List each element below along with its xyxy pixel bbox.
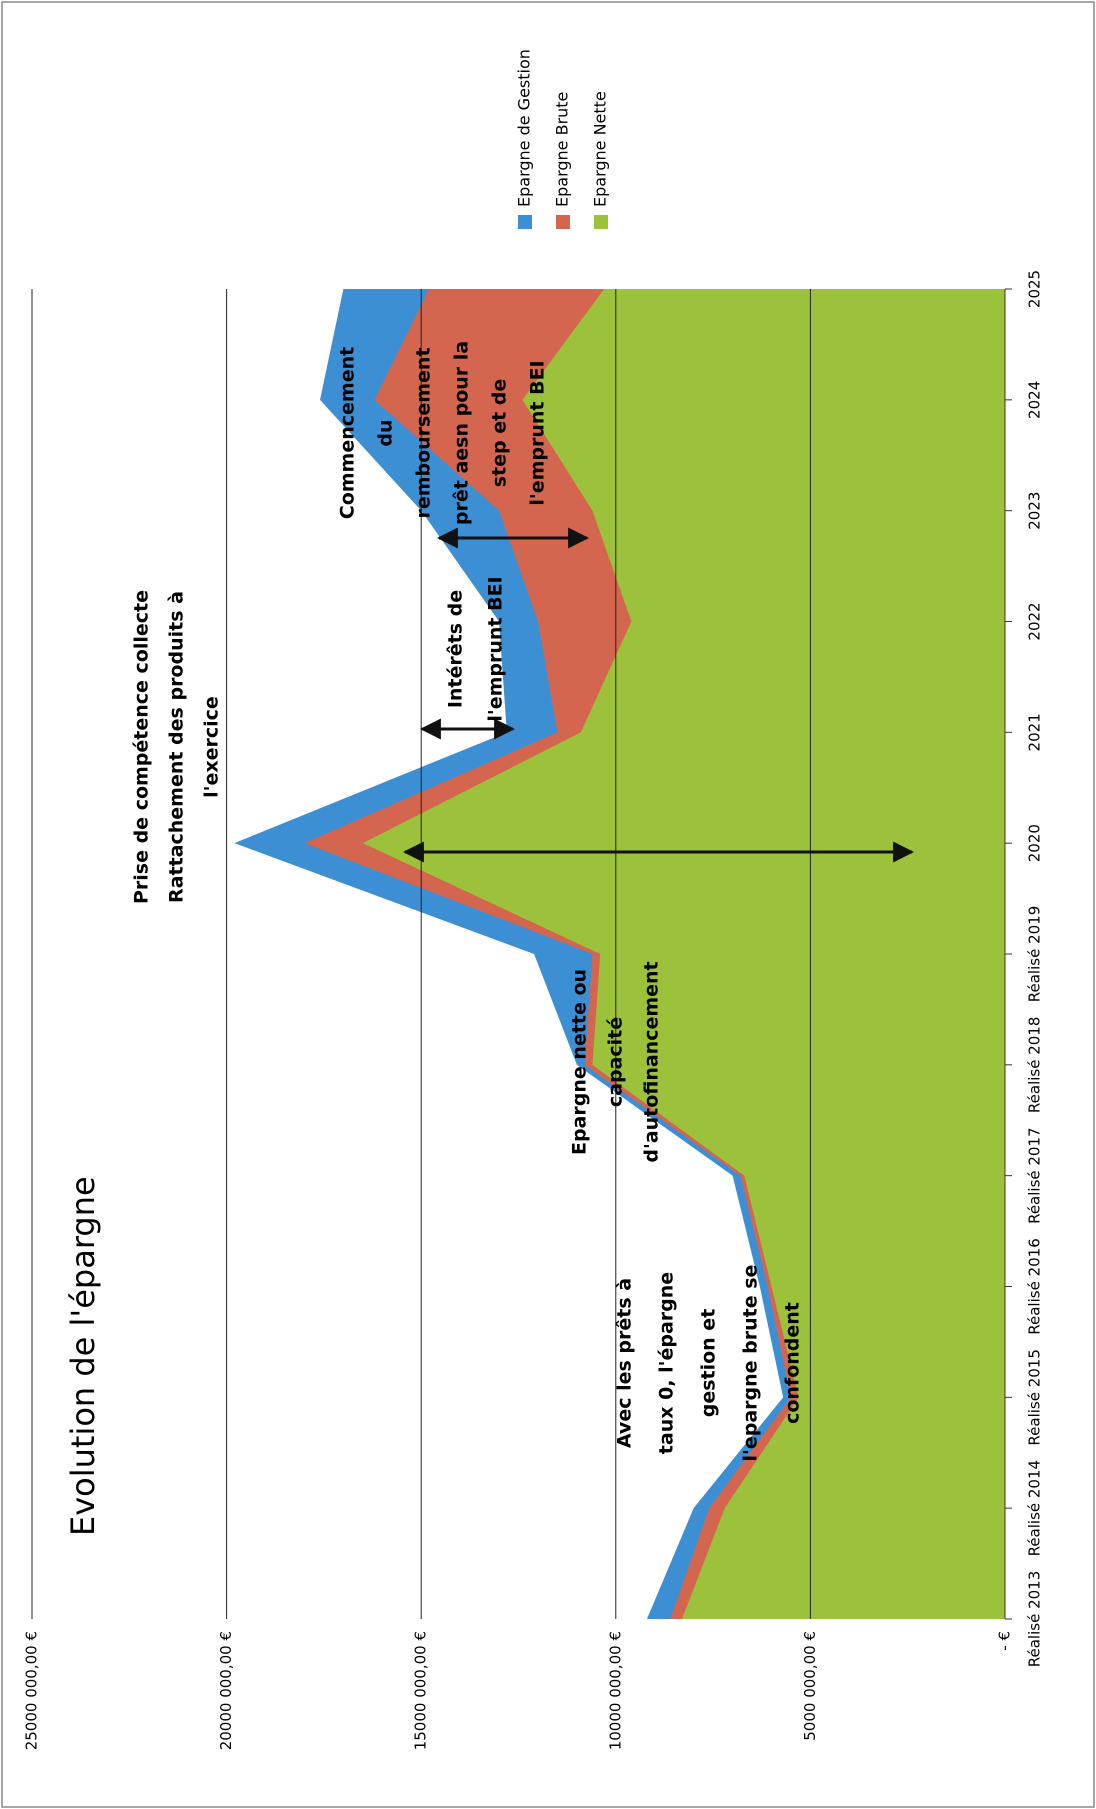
- x-tick-label: 2022: [1026, 602, 1044, 640]
- area: [362, 289, 1005, 1619]
- annotation: Commencement: [337, 347, 359, 519]
- rotated-chart: Evolution de l'épargne - € 5000 000,00 € 1…: [23, 49, 1044, 1750]
- annotation: capacité: [605, 1017, 627, 1107]
- y-tick-label: 25000 000,00 €: [23, 1631, 41, 1750]
- annotation: confondent: [782, 1302, 804, 1424]
- x-tick-label: 2021: [1026, 713, 1044, 751]
- legend-label: Epargne de Gestion: [515, 49, 534, 207]
- x-tick-label: 2025: [1026, 270, 1044, 308]
- y-tick-label: 15000 000,00 €: [412, 1631, 430, 1750]
- annotation: Rattachement des produits à: [166, 591, 188, 903]
- annotation: l'epargne brute se: [740, 1265, 762, 1462]
- x-tick-label: Réalisé 2017: [1026, 1127, 1044, 1224]
- annotation: l'exercice: [201, 696, 223, 798]
- legend-swatch: [594, 215, 608, 229]
- x-tick-label: 2023: [1026, 492, 1044, 530]
- x-tick-label: Réalisé 2018: [1026, 1017, 1044, 1113]
- y-tick-label: 5000 000,00 €: [801, 1631, 819, 1741]
- annotation: Prise de compétence collecte: [131, 590, 153, 904]
- legend-label: Epargne Brute: [553, 92, 572, 207]
- annotation: taux 0, l'épargne: [656, 1272, 678, 1454]
- annotation: Epargne nette ou: [569, 969, 591, 1155]
- y-tick-label: - €: [996, 1631, 1014, 1651]
- x-tick-label: Réalisé 2019: [1026, 906, 1044, 1003]
- annotation: d'autofinancement: [641, 961, 663, 1162]
- annotation: l'emprunt BEI: [527, 360, 549, 505]
- legend-swatch: [556, 215, 570, 229]
- annotation: l'emprunt BEI: [485, 576, 507, 721]
- x-tick-label: Réalisé 2014: [1026, 1460, 1044, 1557]
- annotation: Intérêts de: [445, 590, 467, 708]
- x-tick-label: Réalisé 2015: [1026, 1349, 1044, 1446]
- annotation: Avec les prêts à: [614, 1278, 636, 1448]
- annotation: prêt aesn pour la: [451, 341, 473, 525]
- x-tick-label: 2024: [1026, 381, 1044, 419]
- annotation: du: [375, 419, 397, 446]
- legend-label: Epargne Nette: [591, 91, 610, 207]
- annotation: remboursement: [413, 347, 435, 518]
- y-tick-label: 10000 000,00 €: [606, 1631, 624, 1750]
- y-tick-label: 20000 000,00 €: [217, 1631, 235, 1750]
- x-tick-label: Réalisé 2013: [1026, 1571, 1044, 1668]
- x-tick-label: Réalisé 2016: [1026, 1238, 1044, 1335]
- annotation: gestion et: [698, 1309, 720, 1418]
- x-tick-label: 2020: [1026, 824, 1044, 862]
- chart-title: Evolution de l'épargne: [64, 1176, 102, 1536]
- legend-swatch: [518, 215, 532, 229]
- annotation: step et de: [489, 379, 511, 488]
